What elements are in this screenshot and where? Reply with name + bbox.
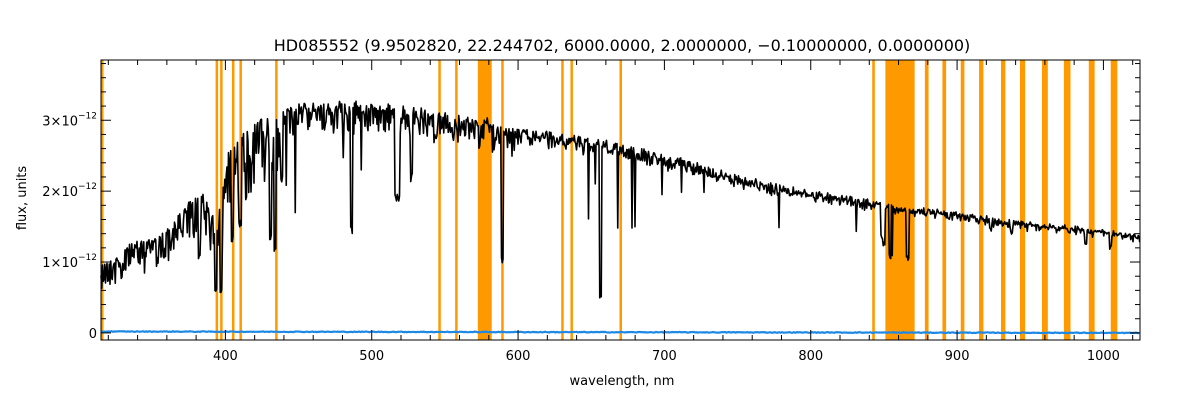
x-tick-label: 800 <box>798 349 823 364</box>
masked-band <box>924 60 929 340</box>
masked-band <box>979 60 984 340</box>
y-axis-label: flux, units <box>15 166 30 231</box>
error-series-line <box>100 330 1140 335</box>
x-tick-label: 400 <box>213 349 238 364</box>
masked-band <box>215 60 219 340</box>
masked-band <box>455 60 458 340</box>
flux-series-line <box>100 100 1141 299</box>
plot-frame <box>100 59 1141 341</box>
masked-band <box>885 60 915 340</box>
masked-band <box>1063 60 1071 340</box>
masked-band <box>872 60 875 340</box>
x-axis-label: wavelength, nm <box>570 374 675 389</box>
masked-bands <box>101 60 1118 340</box>
masked-band <box>438 60 441 340</box>
masked-band <box>220 60 223 340</box>
masked-band <box>1020 60 1026 340</box>
masked-band <box>101 60 104 340</box>
y-tick-label: 0 <box>89 327 97 342</box>
masked-band <box>960 60 965 340</box>
tick-labels: 400 500 600 700 800 900 1000 0 1×10−12 2×10−12 3×1… <box>42 111 1120 364</box>
masked-band <box>570 60 573 340</box>
masked-band <box>1000 60 1006 340</box>
masked-band <box>501 60 504 340</box>
y-tick-label: 2×10−12 <box>42 182 97 200</box>
x-tick-label: 900 <box>945 349 970 364</box>
x-tick-label: 1000 <box>1087 349 1120 364</box>
axis-ticks <box>101 60 1140 340</box>
masked-band <box>561 60 564 340</box>
chart-title: HD085552 (9.9502820, 22.244702, 6000.000… <box>274 36 971 55</box>
masked-band <box>1041 60 1048 340</box>
masked-band <box>477 60 492 340</box>
x-tick-label: 500 <box>359 349 384 364</box>
masked-band <box>1088 60 1095 340</box>
masked-band <box>619 60 622 340</box>
x-tick-label: 700 <box>652 349 677 364</box>
y-tick-label: 1×10−12 <box>42 253 97 271</box>
series-layer <box>100 100 1141 335</box>
y-tick-label: 3×10−12 <box>42 111 97 129</box>
masked-band <box>942 60 947 340</box>
masked-band <box>1110 60 1118 340</box>
x-tick-label: 600 <box>506 349 531 364</box>
